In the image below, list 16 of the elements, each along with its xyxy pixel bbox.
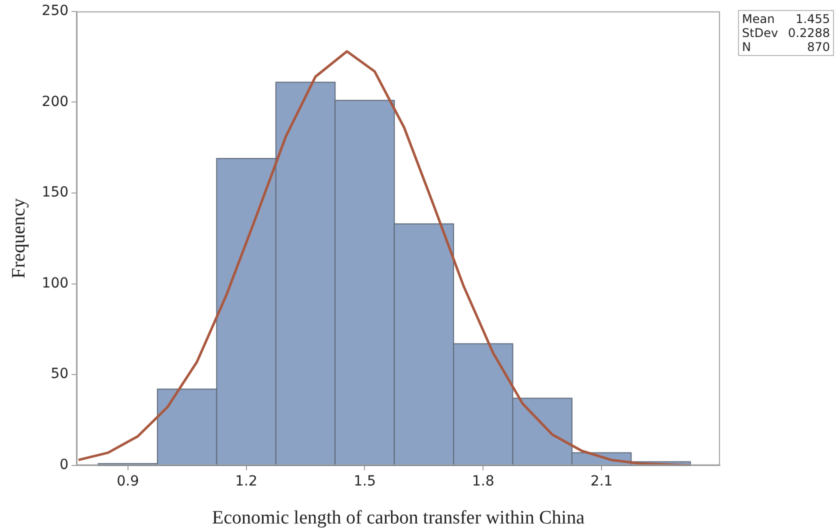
text: N 870 <box>742 40 830 54</box>
x-axis-title: Economic length of carbon transfer within China <box>212 508 586 529</box>
y-tick-label: 250 <box>42 3 69 20</box>
y-tick-label: 0 <box>60 457 69 474</box>
x-tick-label: 1.5 <box>354 473 376 490</box>
y-tick-label: 200 <box>42 94 69 110</box>
x-tick-label: 0.9 <box>116 473 139 490</box>
y-tick-label: 50 <box>50 366 69 382</box>
text: Mean 1.455 <box>742 12 830 26</box>
text: StDev 0.2288 <box>742 26 830 40</box>
y-axis-title: Frequency <box>8 198 30 278</box>
x-tick-label: 1.8 <box>472 473 494 490</box>
x-tick-label: 2.1 <box>590 473 613 490</box>
y-tick-label: 150 <box>42 184 69 201</box>
y-tick-label: 100 <box>42 275 69 292</box>
x-tick-label: 1.2 <box>235 473 258 490</box>
